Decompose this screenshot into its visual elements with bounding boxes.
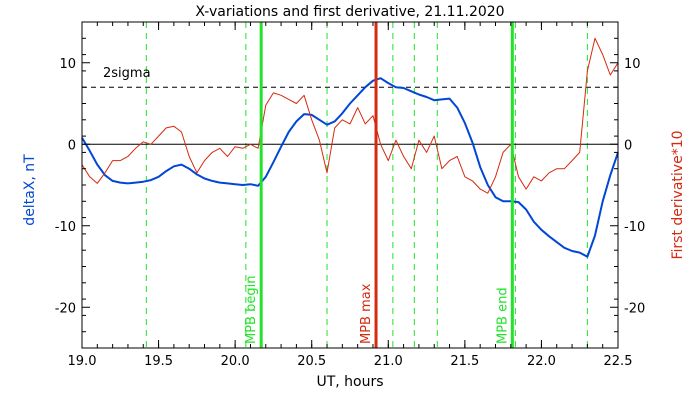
sigma-label: 2sigma: [103, 66, 151, 81]
x-tick-label-6: 22.0: [527, 354, 556, 369]
y-tick-label-left-1: -10: [55, 220, 76, 235]
y-tick-label-right-2: 0: [624, 138, 632, 153]
y-axis-label-right: First derivative*10: [670, 130, 686, 259]
label-mpb-begin: MPB begin: [244, 276, 259, 344]
plot-area: MPB begin MPB max MPB end: [81, 21, 619, 349]
series-layer: [81, 37, 619, 258]
x-tick-label-3: 20.5: [297, 354, 326, 369]
y-tick-label-right-1: -10: [624, 220, 645, 235]
x-tick-label-2: 20.0: [221, 354, 250, 369]
x-axis-label: UT, hours: [316, 374, 383, 390]
y-tick-label-right-3: 10: [624, 57, 641, 72]
deltax-series-line: [81, 77, 619, 258]
mpb-marker-lines: MPB begin MPB max MPB end: [244, 22, 514, 348]
y-tick-label-left-3: 10: [59, 57, 76, 72]
y-axis-label-left: deltaX, nT: [22, 154, 38, 226]
reference-lines: [82, 86, 618, 145]
axis-ticks: 19.0 19.5 20.0 20.5 21.0 21.5 22.0 22.5 -20 -20 -1…: [55, 21, 645, 369]
chart-title: X-variations and first derivative, 21.11…: [195, 4, 504, 20]
x-tick-label-1: 19.5: [144, 354, 173, 369]
derivative-series-line: [81, 37, 619, 194]
label-mpb-end: MPB end: [495, 287, 510, 344]
x-tick-label-0: 19.0: [68, 354, 97, 369]
y-tick-label-left-2: 0: [68, 138, 76, 153]
y-tick-label-right-0: -20: [624, 301, 645, 316]
plot-frame: [81, 21, 619, 349]
label-mpb-max: MPB max: [359, 283, 374, 344]
y-tick-label-left-0: -20: [55, 301, 76, 316]
x-tick-label-4: 21.0: [374, 354, 403, 369]
x-tick-label-5: 21.5: [450, 354, 479, 369]
x-tick-label-7: 22.5: [604, 354, 633, 369]
